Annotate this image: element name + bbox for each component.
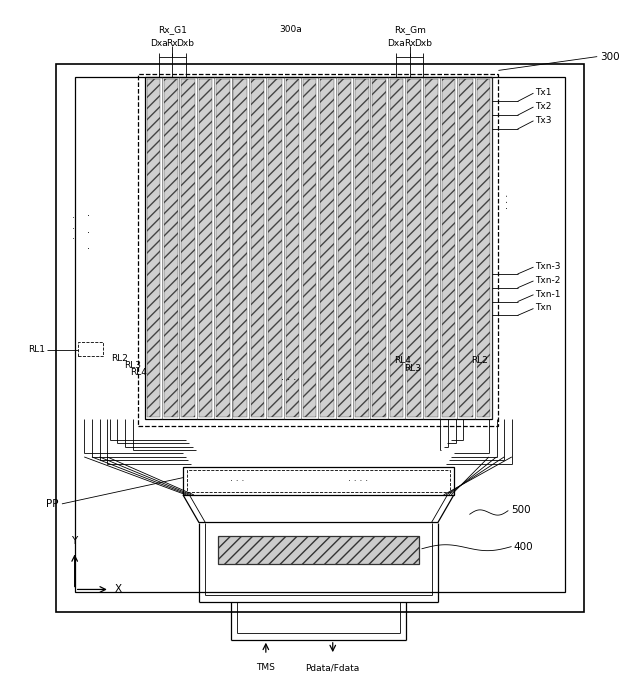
Bar — [460, 80, 473, 417]
Text: RL1: RL1 — [28, 345, 45, 354]
Bar — [147, 80, 160, 417]
Text: Rx: Rx — [166, 40, 178, 49]
Bar — [187, 470, 450, 492]
Bar — [407, 80, 420, 417]
Text: 300: 300 — [600, 51, 620, 62]
Text: RL3: RL3 — [124, 361, 141, 370]
Bar — [338, 80, 351, 417]
Bar — [268, 80, 282, 417]
Bar — [216, 80, 230, 417]
Bar — [199, 80, 212, 417]
Text: Dxa: Dxa — [388, 40, 405, 49]
Text: Dxb: Dxb — [414, 40, 432, 49]
Text: Pdata/Fdata: Pdata/Fdata — [306, 663, 360, 672]
Bar — [285, 80, 299, 417]
Text: · · · ·: · · · · — [348, 477, 368, 486]
Text: Tx3: Tx3 — [536, 116, 552, 125]
Text: Dxa: Dxa — [150, 40, 168, 49]
Bar — [138, 74, 499, 426]
Text: Tx1: Tx1 — [536, 88, 552, 97]
Bar — [320, 80, 334, 417]
Text: Dxb: Dxb — [177, 40, 195, 49]
Text: ·
·
·: · · · — [72, 214, 75, 244]
Bar — [145, 78, 492, 419]
Text: RL2: RL2 — [471, 356, 488, 365]
Text: · · ·: · · · — [503, 194, 513, 209]
Text: PP: PP — [46, 499, 59, 509]
Text: Txn-2: Txn-2 — [536, 276, 561, 285]
Text: X: X — [115, 584, 122, 595]
Text: 400: 400 — [514, 542, 533, 552]
Text: Txn: Txn — [536, 304, 552, 313]
Text: ·
·
·: · · · — [86, 211, 90, 254]
Text: Tx2: Tx2 — [536, 102, 552, 111]
Text: RL3: RL3 — [404, 364, 421, 373]
Bar — [424, 80, 438, 417]
Text: Rx: Rx — [404, 40, 415, 49]
Bar — [181, 80, 195, 417]
Bar — [477, 80, 490, 417]
Bar — [164, 80, 177, 417]
Text: TMS: TMS — [257, 663, 275, 672]
Bar — [303, 80, 317, 417]
Text: Rx_Gm: Rx_Gm — [394, 25, 426, 34]
Bar — [78, 342, 103, 356]
Bar — [75, 78, 565, 592]
Bar — [56, 64, 584, 612]
Bar — [355, 80, 369, 417]
Bar — [372, 80, 386, 417]
Text: Rx_G1: Rx_G1 — [157, 25, 187, 34]
Text: · · ·: · · · — [230, 477, 244, 486]
Bar — [218, 536, 419, 564]
Bar — [234, 80, 247, 417]
Text: RL4: RL4 — [394, 356, 412, 365]
Text: RL2: RL2 — [111, 354, 128, 363]
Text: · · ·: · · · — [280, 375, 296, 385]
Bar — [183, 467, 454, 495]
Text: 500: 500 — [511, 505, 531, 515]
Text: Txn-3: Txn-3 — [536, 262, 561, 271]
Bar — [251, 80, 264, 417]
Text: RL4: RL4 — [130, 368, 147, 377]
Bar — [390, 80, 403, 417]
Text: Y: Y — [72, 536, 78, 546]
Text: 300a: 300a — [280, 25, 302, 34]
Bar — [442, 80, 456, 417]
Text: Txn-1: Txn-1 — [536, 290, 561, 299]
